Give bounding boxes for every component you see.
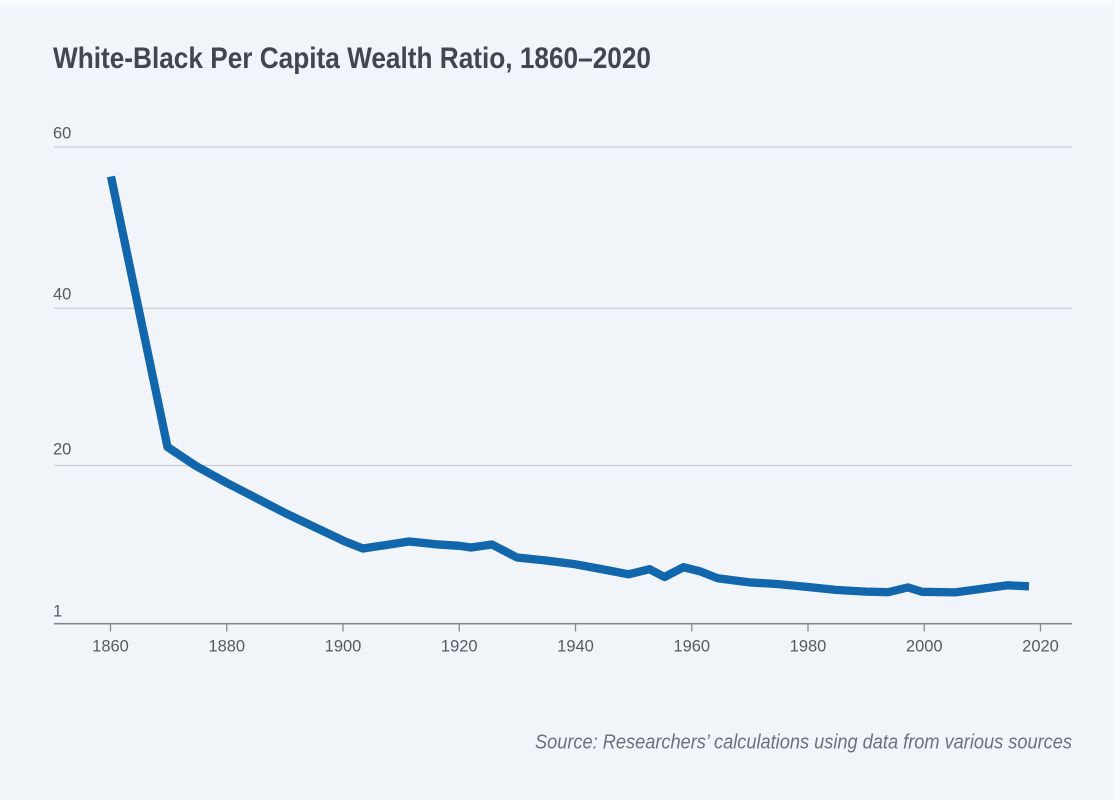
svg-text:1: 1: [53, 602, 62, 620]
svg-text:1960: 1960: [673, 638, 710, 656]
svg-text:2020: 2020: [1022, 638, 1059, 656]
svg-text:1980: 1980: [790, 638, 827, 656]
svg-text:40: 40: [53, 286, 71, 304]
svg-text:Source: Researchers’ calculati: Source: Researchers’ calculations using …: [535, 732, 1072, 754]
svg-text:1900: 1900: [325, 638, 362, 656]
svg-text:2000: 2000: [906, 638, 943, 656]
svg-text:White-Black Per Capita Wealth: White-Black Per Capita Wealth Ratio, 186…: [53, 42, 651, 75]
svg-text:1940: 1940: [557, 638, 594, 656]
svg-text:1880: 1880: [208, 638, 245, 656]
svg-text:1860: 1860: [92, 638, 129, 656]
svg-text:1920: 1920: [441, 638, 478, 656]
svg-text:60: 60: [53, 125, 71, 143]
svg-text:20: 20: [53, 441, 71, 459]
